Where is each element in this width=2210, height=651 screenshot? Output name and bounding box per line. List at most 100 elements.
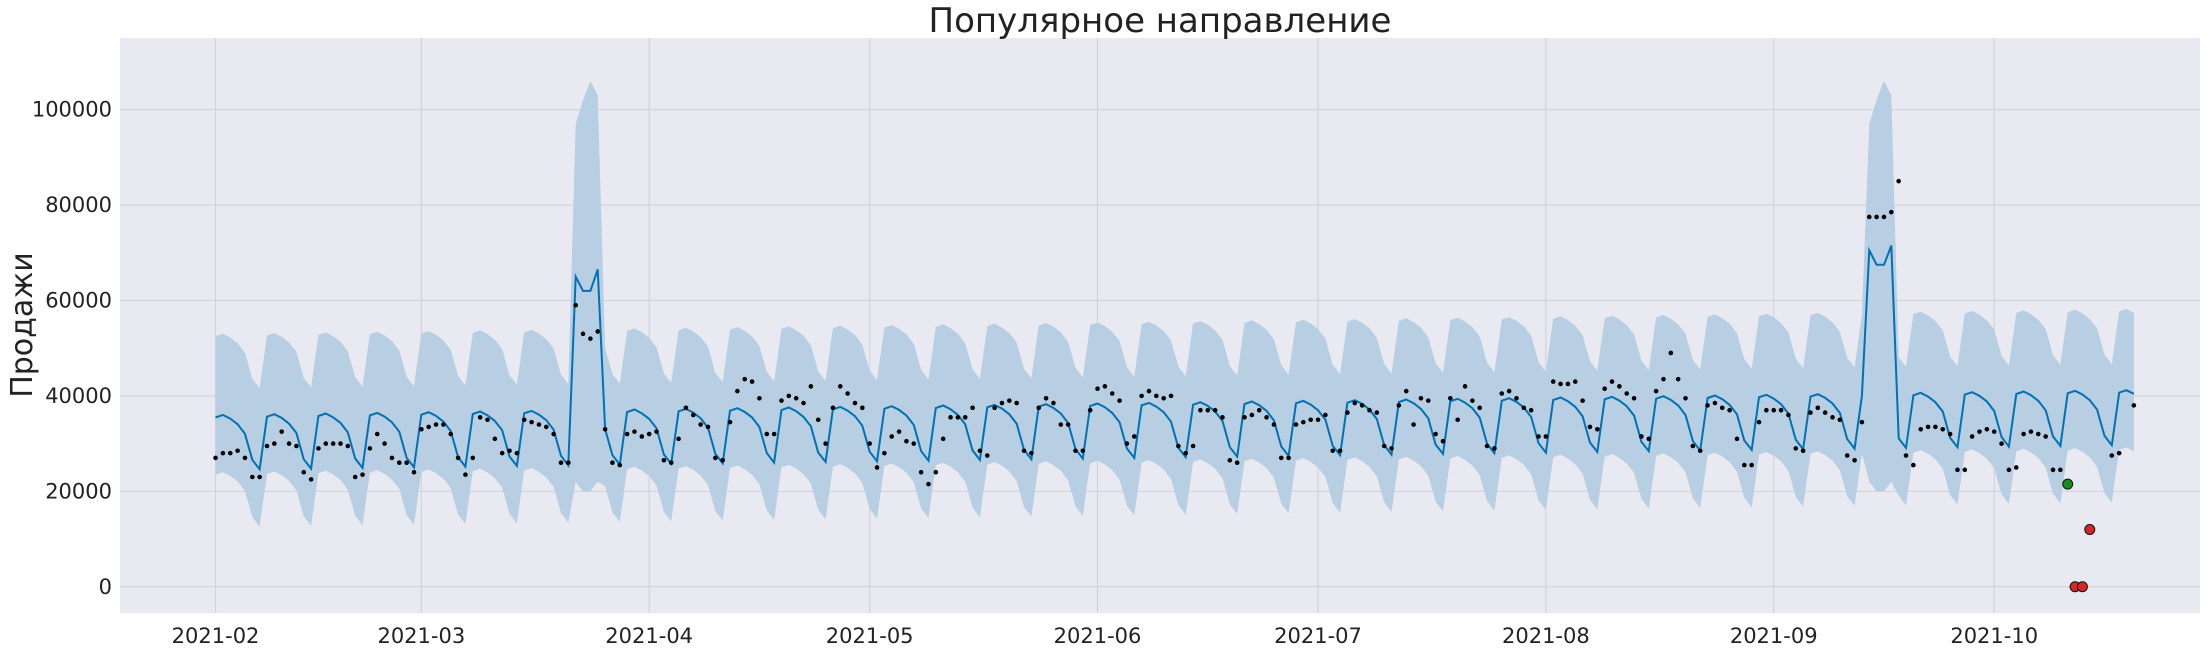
actual-point bbox=[889, 434, 895, 439]
actual-point bbox=[830, 405, 836, 411]
actual-point bbox=[757, 395, 762, 401]
actual-point bbox=[2028, 429, 2034, 434]
actual-point bbox=[882, 450, 887, 456]
actual-point bbox=[1381, 443, 1387, 449]
actual-point bbox=[837, 384, 843, 389]
actual-point bbox=[962, 415, 968, 420]
actual-point bbox=[896, 429, 902, 434]
actual-point bbox=[1095, 386, 1100, 392]
actual-point bbox=[330, 441, 336, 446]
actual-point bbox=[411, 469, 417, 475]
actual-point bbox=[617, 462, 623, 468]
plot-background bbox=[120, 38, 2200, 613]
y-tick-label: 20000 bbox=[45, 479, 112, 503]
actual-point bbox=[419, 426, 424, 432]
actual-point bbox=[1036, 405, 1042, 411]
actual-point bbox=[1477, 405, 1483, 411]
actual-point bbox=[1852, 458, 1857, 463]
actual-point bbox=[595, 329, 601, 334]
x-axis-ticks: 2021-02 2021-03 2021-04 2021-05 2021-06 2021-… bbox=[172, 624, 2038, 648]
actual-point bbox=[727, 419, 733, 425]
actual-point bbox=[367, 446, 373, 451]
actual-point bbox=[1462, 384, 1468, 389]
actual-point bbox=[933, 469, 939, 475]
actual-point bbox=[301, 469, 307, 475]
actual-point bbox=[1161, 395, 1166, 401]
actual-point bbox=[404, 460, 409, 465]
actual-point bbox=[272, 441, 277, 446]
actual-point bbox=[1764, 407, 1769, 413]
actual-point bbox=[1065, 422, 1071, 427]
actual-point bbox=[1719, 405, 1725, 411]
actual-point bbox=[911, 441, 917, 446]
actual-point bbox=[1874, 214, 1879, 220]
actual-point bbox=[1947, 431, 1953, 437]
actual-point bbox=[1352, 400, 1358, 406]
actual-point bbox=[1925, 424, 1931, 430]
actual-point bbox=[588, 336, 593, 341]
actual-point bbox=[1109, 391, 1115, 396]
actual-point bbox=[352, 474, 358, 480]
forecast-yhat bbox=[215, 245, 2135, 472]
actual-point bbox=[1734, 436, 1740, 442]
actual-point bbox=[2013, 465, 2019, 470]
actual-point bbox=[1286, 455, 1291, 461]
actual-point bbox=[1815, 405, 1821, 411]
forecast-line bbox=[215, 245, 2135, 472]
actual-point bbox=[646, 431, 652, 437]
actual-point bbox=[948, 415, 953, 420]
actual-point bbox=[1749, 462, 1754, 468]
actual-point bbox=[2116, 450, 2122, 456]
actual-point bbox=[441, 422, 446, 427]
actual-point bbox=[1580, 398, 1585, 403]
actual-point bbox=[1955, 467, 1960, 473]
actual-point bbox=[1889, 209, 1894, 215]
actual-point bbox=[1345, 410, 1350, 415]
actual-point bbox=[463, 472, 468, 477]
actual-point bbox=[338, 441, 343, 446]
actual-point bbox=[477, 415, 483, 420]
actual-point bbox=[1536, 434, 1541, 439]
actual-point bbox=[1572, 379, 1578, 384]
actual-point bbox=[786, 393, 792, 399]
actual-point bbox=[213, 455, 218, 461]
actual-point bbox=[749, 379, 755, 384]
actual-point bbox=[1117, 398, 1122, 403]
actual-point bbox=[1565, 381, 1571, 387]
actual-point bbox=[1168, 393, 1174, 399]
actual-point bbox=[1043, 395, 1049, 401]
actual-point bbox=[514, 450, 520, 456]
actual-point bbox=[1543, 434, 1549, 439]
actual-point bbox=[2021, 431, 2026, 437]
actual-point bbox=[551, 431, 556, 437]
actual-point bbox=[1425, 398, 1431, 403]
actual-point bbox=[823, 441, 828, 446]
actual-point bbox=[1087, 407, 1093, 413]
actual-point bbox=[1837, 417, 1843, 423]
actual-point bbox=[1506, 388, 1512, 394]
actual-point bbox=[764, 431, 770, 437]
y-tick-label: 80000 bbox=[45, 193, 112, 217]
actual-point bbox=[1124, 441, 1130, 446]
highlight-point bbox=[2076, 581, 2088, 593]
actual-point bbox=[2043, 434, 2048, 439]
actual-point bbox=[249, 474, 255, 480]
actual-point bbox=[1146, 388, 1152, 394]
actual-point bbox=[396, 460, 402, 465]
y-axis-label: Продажи bbox=[5, 252, 40, 398]
y-tick-label: 0 bbox=[99, 575, 112, 599]
actual-point bbox=[1234, 460, 1240, 465]
y-tick-label: 40000 bbox=[45, 384, 112, 408]
actual-point bbox=[448, 431, 454, 437]
actual-point bbox=[1080, 448, 1086, 454]
actual-point bbox=[1528, 407, 1534, 413]
actual-point bbox=[999, 400, 1005, 406]
actual-point bbox=[1433, 431, 1438, 437]
actual-point bbox=[1154, 393, 1159, 399]
actual-point bbox=[1256, 407, 1262, 413]
y-tick-label: 60000 bbox=[45, 288, 112, 312]
actual-point bbox=[1249, 412, 1255, 418]
actual-point bbox=[1881, 214, 1887, 220]
actual-point bbox=[1727, 407, 1732, 413]
actual-point bbox=[499, 450, 505, 456]
